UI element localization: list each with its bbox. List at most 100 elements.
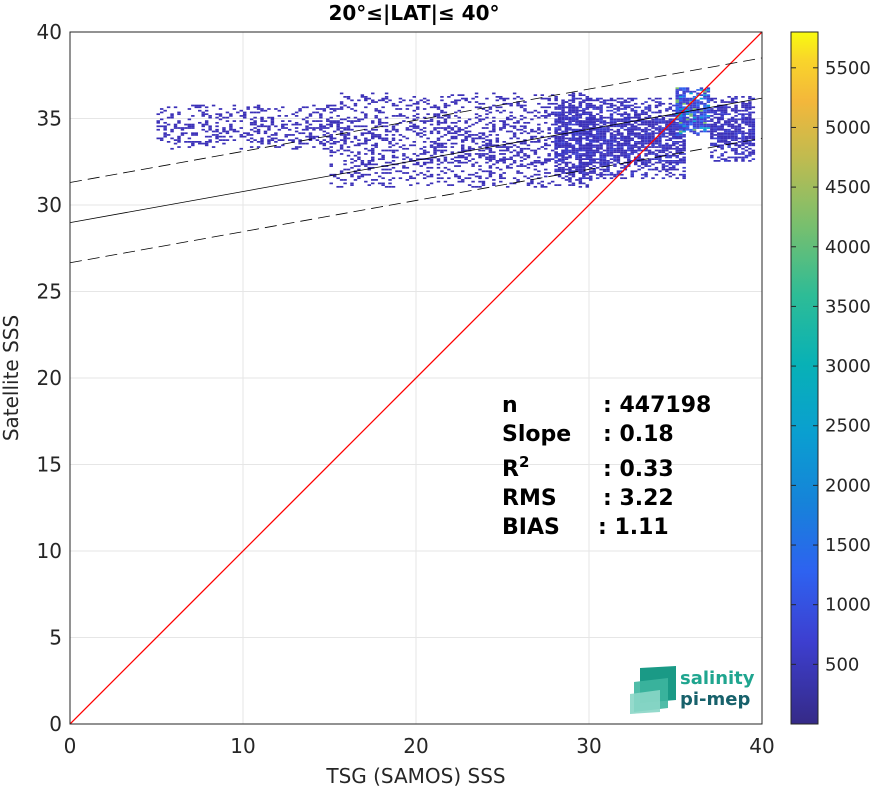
density-cell <box>371 158 375 161</box>
density-cell <box>405 179 410 181</box>
density-cell <box>630 151 634 154</box>
density-cell <box>557 128 562 131</box>
density-cell <box>222 135 226 138</box>
density-cell <box>599 144 603 147</box>
density-cell <box>270 134 275 136</box>
density-cell <box>526 166 531 169</box>
density-cell <box>582 134 586 136</box>
density-cell <box>609 123 614 126</box>
density-cell <box>540 180 545 183</box>
density-cell <box>568 127 572 129</box>
density-cell <box>748 125 752 128</box>
density-cell <box>346 134 351 136</box>
density-cell <box>544 144 548 147</box>
density-cell <box>665 168 669 171</box>
density-cell <box>422 130 427 133</box>
density-cell <box>433 113 437 116</box>
density-cell <box>281 139 285 141</box>
density-cell <box>578 177 583 180</box>
density-cell <box>460 146 465 148</box>
density-cell <box>654 121 659 124</box>
density-cell <box>713 128 718 131</box>
density-cell <box>637 158 641 161</box>
density-cell <box>571 137 576 140</box>
density-cell <box>540 97 545 100</box>
density-cell <box>187 118 192 121</box>
density-cell <box>436 106 441 109</box>
density-cell <box>668 134 673 136</box>
density-cell <box>630 149 634 152</box>
density-cell <box>530 128 534 131</box>
density-cell <box>689 90 693 93</box>
density-cell <box>263 109 268 112</box>
density-cell <box>602 158 607 161</box>
density-cell <box>575 166 579 169</box>
density-cell <box>284 134 288 136</box>
density-cell <box>502 161 506 164</box>
density-cell <box>696 123 700 126</box>
density-cell <box>294 121 299 124</box>
density-cell <box>582 175 586 178</box>
density-cell <box>720 125 724 128</box>
density-cell <box>699 113 704 116</box>
density-cell <box>630 108 634 110</box>
density-cell <box>613 154 617 157</box>
y-axis-label: Satellite SSS <box>0 315 23 441</box>
density-cell <box>644 130 648 133</box>
x-tick-label: 0 <box>64 734 77 758</box>
density-cell <box>703 96 707 98</box>
density-cell <box>398 97 403 100</box>
density-cell <box>620 113 624 116</box>
density-cell <box>727 132 731 135</box>
density-cell <box>661 127 666 129</box>
density-cell <box>734 120 738 122</box>
density-cell <box>616 120 621 122</box>
density-cell <box>720 109 724 112</box>
density-cell <box>644 113 648 116</box>
density-cell <box>540 94 545 97</box>
density-cell <box>443 172 448 174</box>
density-cell <box>613 149 617 152</box>
density-cell <box>692 102 697 105</box>
density-cell <box>627 154 631 157</box>
density-cell <box>377 111 382 114</box>
density-cell <box>360 163 365 166</box>
density-cell <box>218 132 223 135</box>
density-cell <box>723 120 728 122</box>
density-cell <box>308 113 313 116</box>
density-cell <box>589 140 593 143</box>
density-cell <box>585 134 589 136</box>
density-cell <box>599 101 603 103</box>
density-cell <box>384 101 389 103</box>
density-cell <box>637 116 641 119</box>
density-cell <box>298 109 302 112</box>
density-cell <box>682 94 686 97</box>
density-cell <box>568 108 572 110</box>
density-cell <box>450 94 455 97</box>
density-cell <box>689 108 693 110</box>
density-cell <box>602 149 607 152</box>
density-cell <box>485 109 489 112</box>
density-cell <box>644 163 648 166</box>
density-cell <box>741 116 745 119</box>
density-cell <box>561 139 565 141</box>
density-cell <box>595 139 600 141</box>
density-cell <box>630 109 634 112</box>
density-cell <box>554 132 558 135</box>
density-cell <box>450 158 455 161</box>
density-cell <box>675 87 679 90</box>
density-cell <box>177 135 181 138</box>
density-cell <box>734 97 738 100</box>
density-cell <box>620 127 624 129</box>
density-cell <box>512 132 517 135</box>
density-cell <box>557 113 562 116</box>
density-cell <box>582 165 586 167</box>
density-cell <box>585 185 589 188</box>
density-cell <box>595 118 600 121</box>
density-cell <box>326 120 330 122</box>
density-cell <box>585 121 589 124</box>
density-cell <box>239 134 243 136</box>
density-cell <box>568 180 572 183</box>
density-cell <box>665 135 669 138</box>
density-cell <box>668 163 673 166</box>
